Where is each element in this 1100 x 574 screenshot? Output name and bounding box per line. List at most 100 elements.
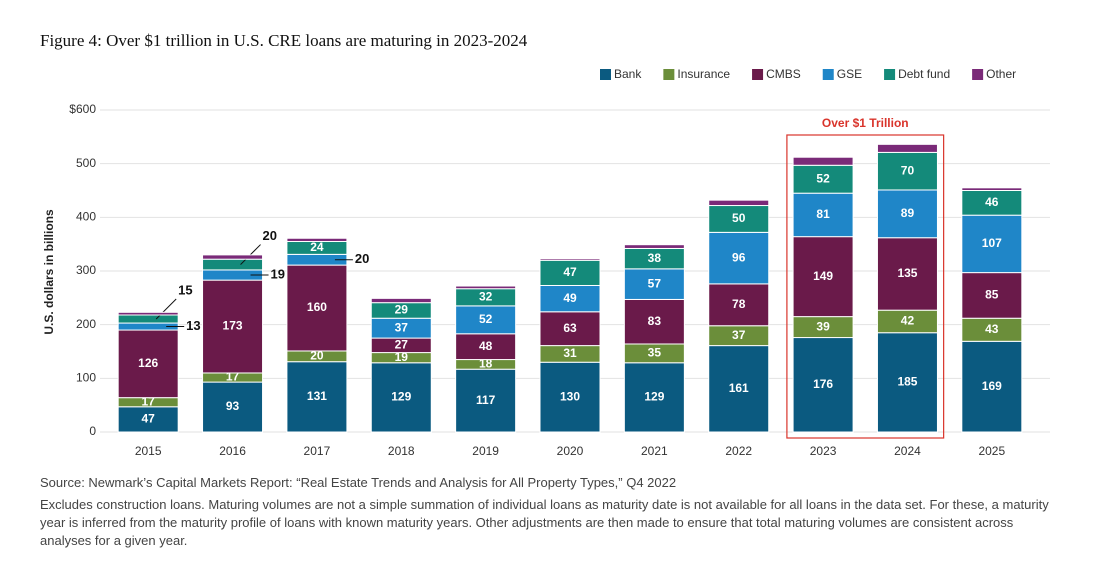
data-label: 49	[563, 291, 577, 305]
data-label: 81	[816, 207, 830, 221]
data-label: 185	[897, 375, 917, 389]
bar-segment	[539, 361, 601, 433]
data-label: 169	[982, 379, 1002, 393]
data-label: 52	[816, 171, 830, 185]
data-label: 89	[901, 206, 915, 220]
data-label: 70	[901, 163, 915, 177]
legend-label: Insurance	[677, 67, 730, 81]
data-label: 27	[395, 338, 409, 352]
data-label: 57	[648, 276, 662, 290]
x-tick-label: 2017	[304, 444, 331, 458]
bar-segment	[876, 237, 938, 311]
chart: Figure 4: Over $1 trillion in U.S. CRE l…	[40, 31, 1050, 458]
callout-line	[155, 298, 177, 320]
data-label: 135	[897, 266, 917, 280]
bar-segment	[370, 297, 432, 304]
data-label: 52	[479, 312, 493, 326]
data-label: 20	[355, 251, 369, 266]
data-label: 129	[644, 390, 664, 404]
data-label: 48	[479, 339, 493, 353]
data-label: 149	[813, 269, 833, 283]
x-tick-label: 2020	[557, 444, 584, 458]
data-label: 13	[186, 318, 200, 333]
data-label: 63	[563, 321, 577, 335]
legend-swatch	[972, 69, 984, 80]
data-label: 107	[982, 236, 1002, 250]
x-tick-label: 2021	[641, 444, 668, 458]
bar-segment	[455, 285, 517, 290]
data-label: 19	[271, 266, 285, 281]
bar-segment	[876, 151, 938, 191]
bar-segment	[623, 362, 685, 433]
legend-swatch	[884, 69, 896, 80]
bar-segment	[202, 381, 264, 433]
legend-label: Bank	[614, 67, 642, 81]
data-label: 38	[648, 251, 662, 265]
bar-segment	[792, 337, 854, 433]
bar-segment	[539, 258, 601, 261]
bar-segment	[455, 368, 517, 433]
bar-segment	[708, 231, 770, 285]
y-tick-label: 200	[76, 317, 96, 331]
data-label: 15	[178, 282, 192, 297]
data-label: 78	[732, 297, 746, 311]
data-label: 47	[142, 412, 156, 426]
data-label: 117	[476, 393, 496, 407]
bar-segment	[286, 361, 348, 433]
data-label: 35	[648, 346, 662, 360]
x-tick-label: 2025	[978, 444, 1005, 458]
x-tick-label: 2023	[810, 444, 837, 458]
data-label: 43	[985, 322, 999, 336]
legend-swatch	[600, 69, 611, 80]
bar-segment	[708, 345, 770, 433]
data-label: 31	[563, 346, 577, 360]
bar-segment	[708, 199, 770, 207]
bar-segment	[455, 305, 517, 335]
y-tick-label: 400	[76, 210, 96, 224]
bar-segment	[792, 156, 854, 166]
bar-segment	[792, 164, 854, 194]
legend-swatch	[822, 69, 834, 80]
bar-segment	[286, 264, 348, 352]
data-label: 24	[310, 240, 324, 254]
bar-segment	[792, 192, 854, 238]
data-label: 173	[223, 319, 243, 333]
legend-label: CMBS	[766, 67, 801, 81]
data-label: 20	[263, 228, 277, 243]
bar-segment	[202, 258, 264, 271]
bar-segment	[708, 205, 770, 233]
data-label: 39	[816, 319, 830, 333]
bar-segment	[961, 272, 1023, 319]
y-tick-label: 0	[89, 424, 96, 438]
legend-label: Other	[986, 67, 1016, 81]
bar-segment	[623, 268, 685, 300]
data-label: 37	[732, 328, 746, 342]
source: Source: Newmark’s Capital Markets Report…	[40, 475, 677, 490]
bar-segment	[202, 279, 264, 374]
data-label: 130	[560, 389, 580, 403]
bar-segment	[370, 362, 432, 433]
note: Excludes construction loans. Maturing vo…	[40, 497, 1049, 548]
data-label: 131	[307, 389, 327, 403]
x-tick-label: 2019	[472, 444, 499, 458]
bar-segment	[117, 311, 179, 316]
data-label: 46	[985, 195, 999, 209]
data-label: 83	[648, 314, 662, 328]
bar-segment	[961, 340, 1023, 433]
data-label: 50	[732, 211, 746, 225]
y-axis-label: U.S. dollars in billions	[42, 209, 56, 335]
data-label: 93	[226, 399, 240, 413]
legend-label: Debt fund	[898, 67, 950, 81]
bar-segment	[876, 143, 938, 153]
y-tick-label: $600	[69, 102, 96, 116]
y-tick-label: 100	[76, 371, 96, 385]
bar-segment	[202, 254, 264, 260]
bar-segment	[117, 329, 179, 399]
data-label: 29	[395, 303, 409, 317]
x-tick-label: 2016	[219, 444, 246, 458]
y-tick-label: 500	[76, 156, 96, 170]
bar-segment	[792, 236, 854, 318]
data-label: 19	[395, 350, 409, 364]
data-label: 161	[729, 381, 749, 395]
